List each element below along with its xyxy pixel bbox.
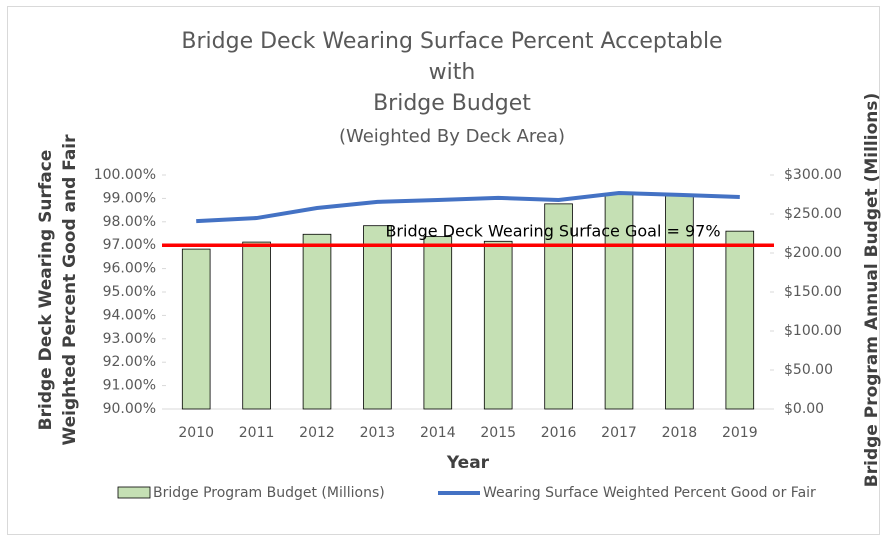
x-tick-label: 2015 xyxy=(480,425,516,441)
bar xyxy=(483,240,513,410)
y-tick-label: 91.00% xyxy=(103,378,156,394)
goal-label: Bridge Deck Wearing Surface Goal = 97% xyxy=(385,222,720,241)
bar xyxy=(665,195,694,410)
legend-label: Bridge Program Budget (Millions) xyxy=(153,485,385,501)
x-tick-label: 2010 xyxy=(178,425,214,441)
y2-tick-label: $50.00 xyxy=(784,362,833,378)
y2-tick-label: $200.00 xyxy=(784,245,842,261)
y2-tick-label: $0.00 xyxy=(784,401,824,417)
line xyxy=(196,191,740,224)
x-tick-label: 2014 xyxy=(420,425,456,441)
legend-swatch xyxy=(117,486,151,499)
bar xyxy=(725,230,755,410)
bar xyxy=(423,236,453,410)
y-tick-label: 90.00% xyxy=(103,401,156,417)
chart-title: Bridge Deck Wearing Surface Percent Acce… xyxy=(181,29,722,54)
legend-label: Wearing Surface Weighted Percent Good or… xyxy=(483,485,816,501)
y2-tick-label: $100.00 xyxy=(784,323,842,339)
bar xyxy=(181,248,211,410)
bar xyxy=(363,225,392,410)
y-tick-label: 93.00% xyxy=(103,331,156,347)
y-tick-label: 95.00% xyxy=(103,284,156,300)
y-axis-title: Weighted Percent Good and Fair xyxy=(60,134,80,446)
bar xyxy=(242,241,271,410)
x-axis-title: Year xyxy=(446,453,490,473)
y2-tick-label: $300.00 xyxy=(784,167,842,183)
y-tick-label: 97.00% xyxy=(103,237,156,253)
y-tick-label: 92.00% xyxy=(103,354,156,370)
chart-title: with xyxy=(429,60,476,85)
x-tick-label: 2017 xyxy=(601,425,637,441)
x-tick-label: 2012 xyxy=(299,425,335,441)
bar xyxy=(302,233,332,410)
y-tick-label: 100.00% xyxy=(94,167,156,183)
y2-tick-label: $150.00 xyxy=(784,284,842,300)
x-tick-label: 2011 xyxy=(239,425,275,441)
x-tick-label: 2019 xyxy=(722,425,758,441)
bar xyxy=(544,203,573,410)
y-tick-label: 98.00% xyxy=(103,214,156,230)
chart-subtitle: (Weighted By Deck Area) xyxy=(339,126,565,147)
chart-title: Bridge Budget xyxy=(373,91,531,116)
y2-tick-label: $250.00 xyxy=(784,206,842,222)
y2-axis-title: Bridge Program Annual Budget (Millions) xyxy=(862,93,882,487)
x-tick-label: 2018 xyxy=(662,425,698,441)
x-tick-label: 2016 xyxy=(541,425,577,441)
y-tick-label: 99.00% xyxy=(103,190,156,206)
bar xyxy=(604,193,634,410)
x-tick-label: 2013 xyxy=(360,425,396,441)
y-tick-label: 94.00% xyxy=(103,307,156,323)
y-axis-title: Bridge Deck Wearing Surface xyxy=(36,150,56,431)
y-tick-label: 96.00% xyxy=(103,261,156,277)
